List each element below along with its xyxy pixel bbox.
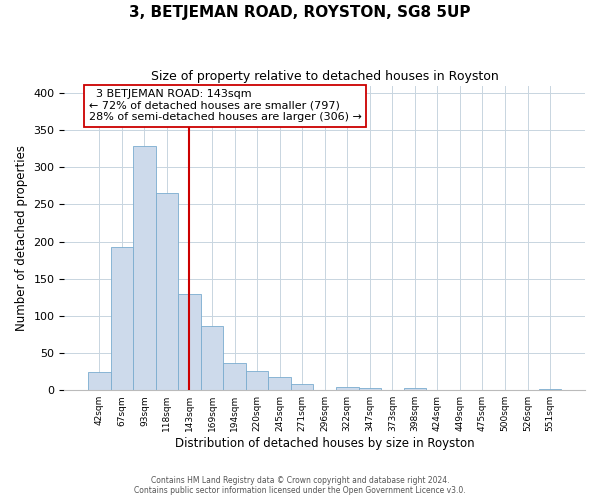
Bar <box>268 377 291 390</box>
Bar <box>110 247 133 390</box>
Bar <box>155 194 178 390</box>
Bar <box>178 294 201 390</box>
Bar <box>291 384 313 390</box>
X-axis label: Distribution of detached houses by size in Royston: Distribution of detached houses by size … <box>175 437 475 450</box>
Bar <box>201 326 223 390</box>
Y-axis label: Number of detached properties: Number of detached properties <box>15 145 28 331</box>
Bar <box>336 387 359 390</box>
Bar <box>223 362 246 390</box>
Text: Contains HM Land Registry data © Crown copyright and database right 2024.
Contai: Contains HM Land Registry data © Crown c… <box>134 476 466 495</box>
Text: 3, BETJEMAN ROAD, ROYSTON, SG8 5UP: 3, BETJEMAN ROAD, ROYSTON, SG8 5UP <box>129 5 471 20</box>
Bar <box>404 388 426 390</box>
Bar <box>359 388 381 390</box>
Bar <box>246 371 268 390</box>
Text: 3 BETJEMAN ROAD: 143sqm
← 72% of detached houses are smaller (797)
28% of semi-d: 3 BETJEMAN ROAD: 143sqm ← 72% of detache… <box>89 90 361 122</box>
Bar <box>539 388 562 390</box>
Title: Size of property relative to detached houses in Royston: Size of property relative to detached ho… <box>151 70 499 83</box>
Bar <box>133 146 155 390</box>
Bar <box>88 372 110 390</box>
